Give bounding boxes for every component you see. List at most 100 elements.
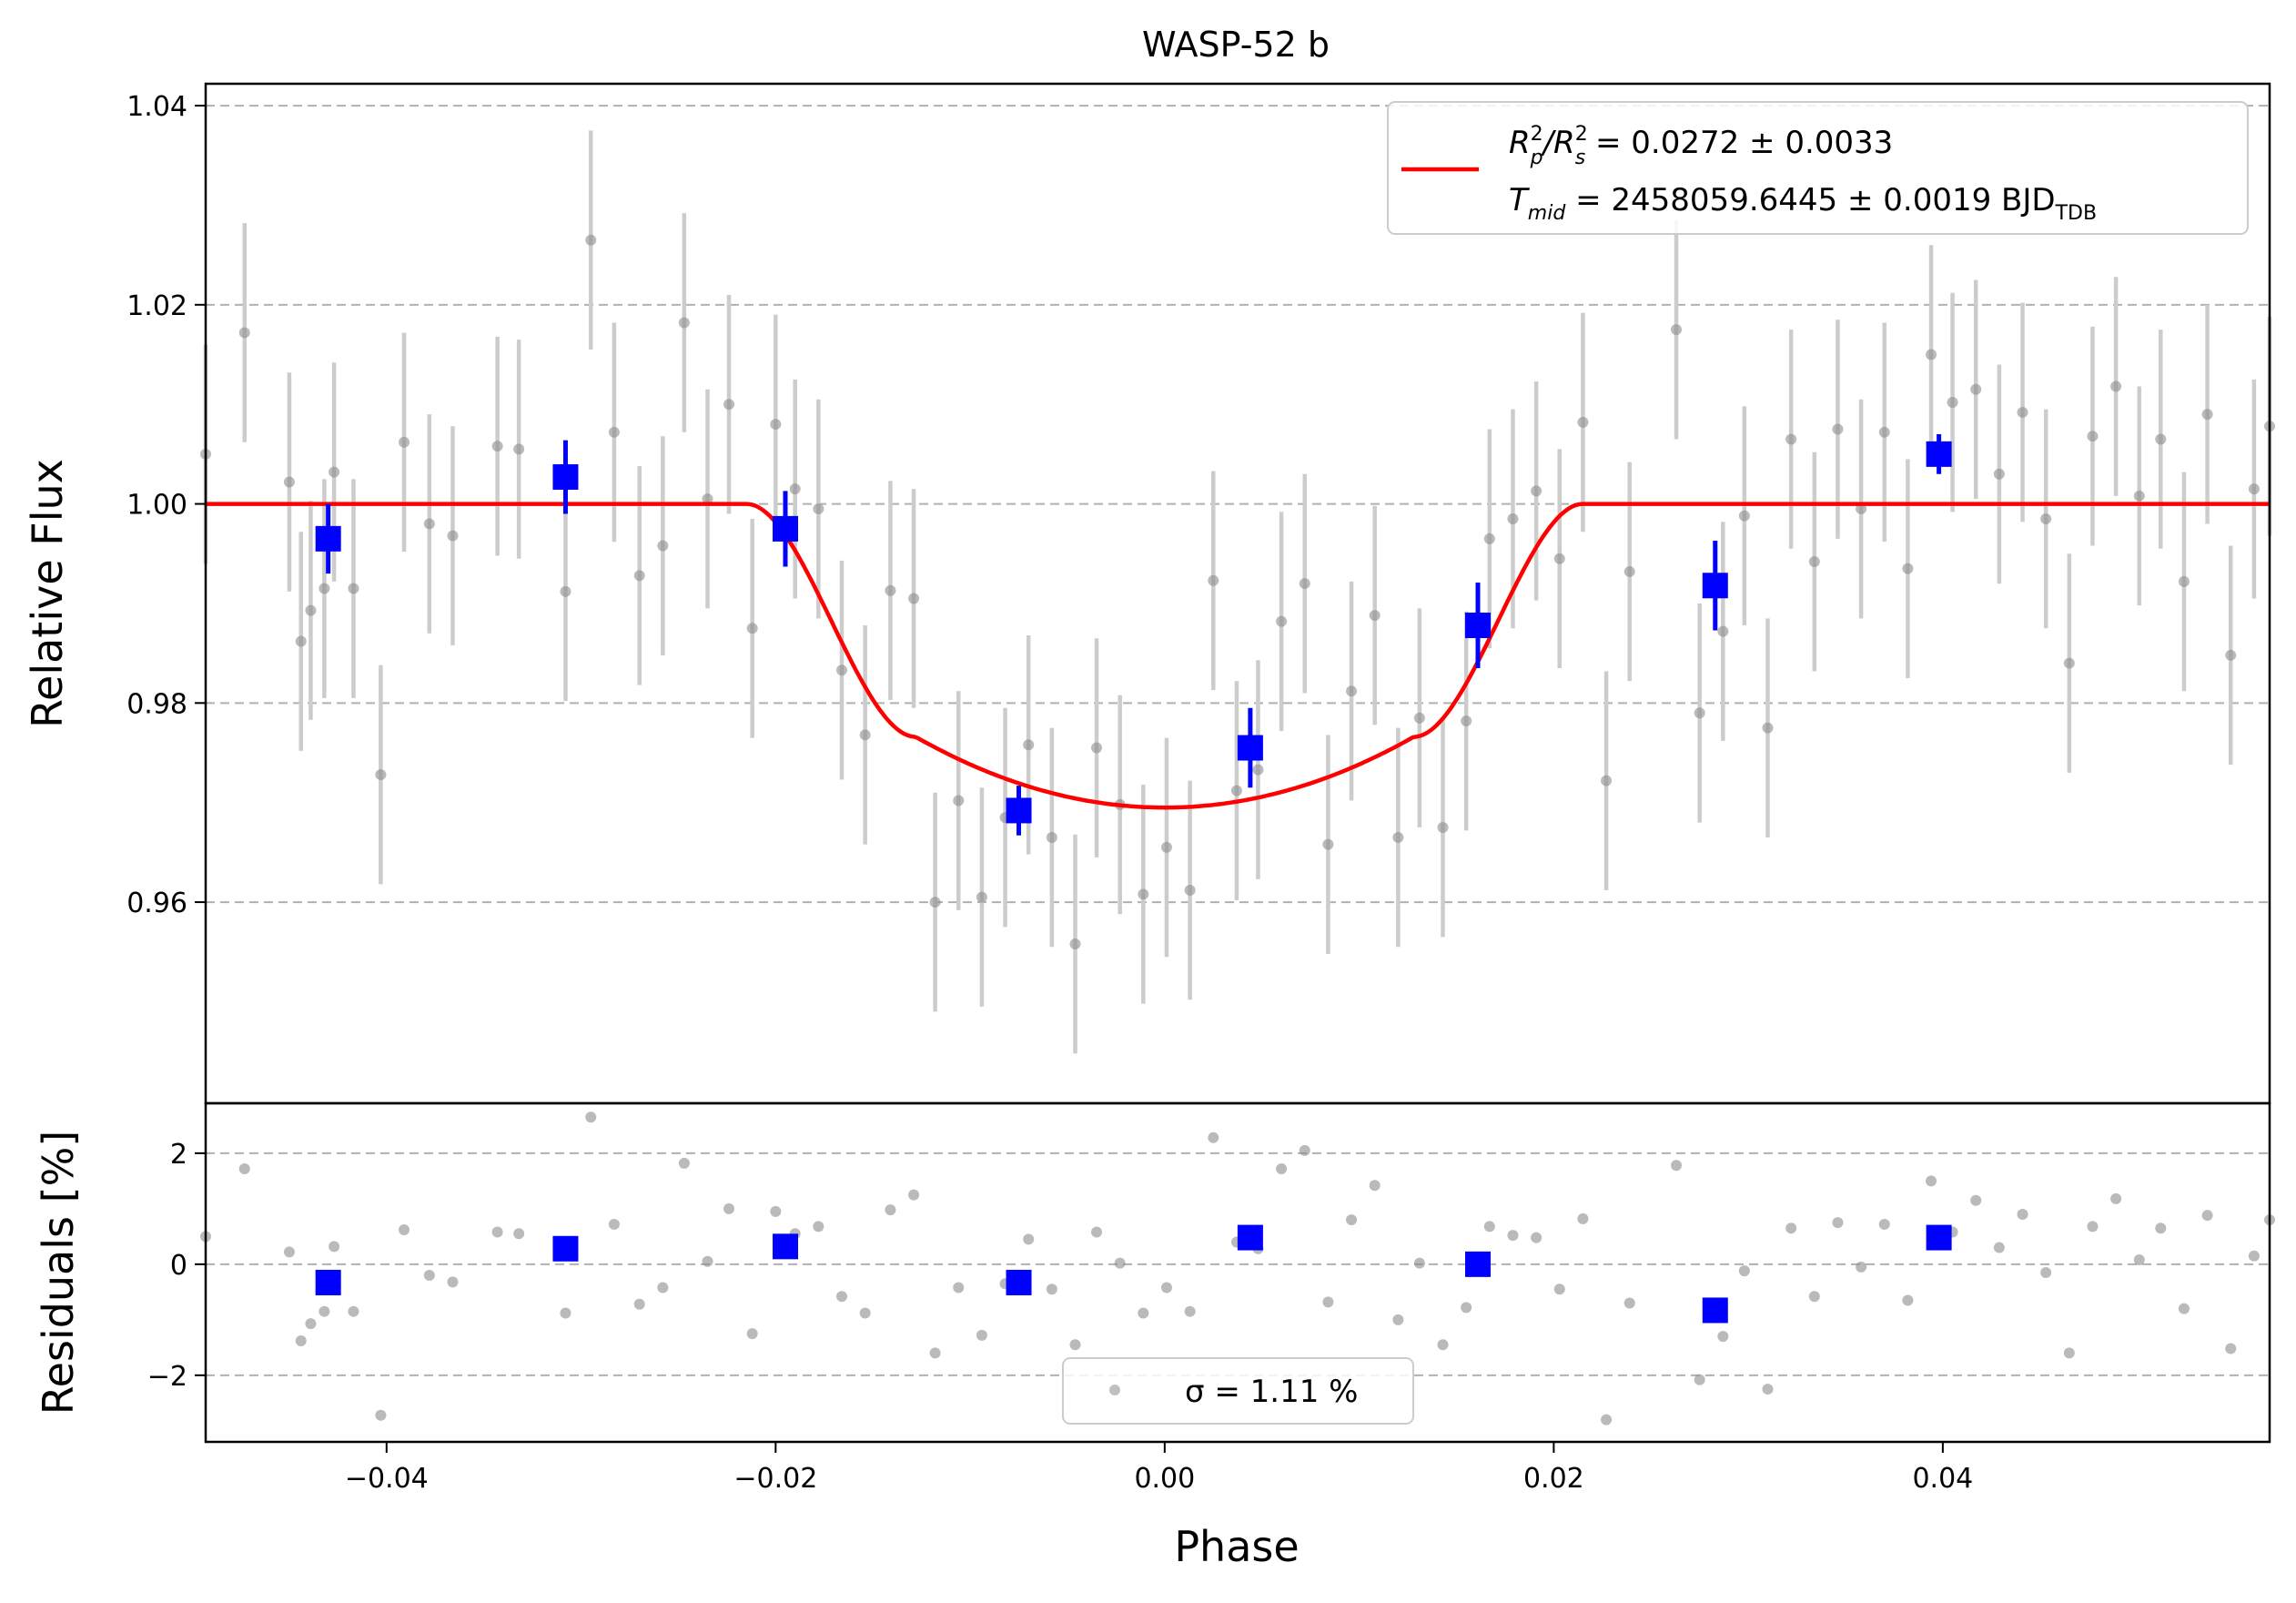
residual-point [1023, 1233, 1035, 1245]
raw-point [953, 795, 965, 807]
residual-point [1671, 1160, 1683, 1172]
top-binned-data [315, 434, 1952, 836]
residual-point [2248, 1250, 2260, 1262]
raw-point [1785, 433, 1797, 445]
binned-point [1926, 441, 1952, 467]
raw-point [585, 234, 597, 246]
raw-point [1299, 578, 1310, 590]
legend-line-tmid: Tmid = 2458059.6445 ± 0.0019 BJDTDB [1509, 182, 2097, 225]
residual-point [2040, 1267, 2052, 1278]
residual-point [399, 1224, 410, 1236]
raw-point [885, 584, 896, 596]
binned-point [315, 525, 341, 552]
raw-point [2248, 483, 2260, 495]
residual-point [423, 1270, 435, 1282]
raw-point [2110, 380, 2122, 392]
raw-point [746, 623, 758, 634]
raw-point [560, 585, 571, 597]
raw-point [1413, 712, 1425, 724]
raw-point [1762, 722, 1774, 734]
raw-point [1483, 533, 1495, 544]
raw-point [633, 570, 645, 582]
residual-point [908, 1189, 920, 1201]
residual-point [976, 1329, 987, 1341]
raw-point [1069, 938, 1081, 949]
residual-point [2201, 1210, 2213, 1222]
residual-point [2225, 1343, 2237, 1354]
raw-point [1091, 742, 1103, 754]
residual-point [2133, 1253, 2145, 1265]
raw-point [835, 665, 847, 676]
plot-title: WASP-52 b [1142, 25, 1330, 65]
top-y-axis-label: Relative Flux [23, 459, 72, 728]
raw-point [929, 897, 941, 908]
raw-point [1970, 383, 1982, 395]
top-y-ticks: 0.96 0.98 1.00 1.02 1.04 [126, 91, 206, 919]
residual-point [2178, 1303, 2190, 1314]
residual-point [1785, 1223, 1797, 1234]
raw-point [1738, 510, 1750, 522]
residual-point [885, 1204, 896, 1216]
raw-point [329, 466, 340, 478]
raw-point [2063, 657, 2075, 669]
residual-point [1322, 1296, 1334, 1308]
raw-point [1623, 565, 1635, 577]
residual-point [1926, 1175, 1937, 1187]
top-model-curve [206, 502, 2270, 810]
top-y-tick-label: 1.00 [126, 490, 187, 522]
raw-point [1322, 838, 1334, 850]
residual-point [1507, 1230, 1519, 1242]
raw-point [1856, 503, 1867, 515]
raw-point [1531, 485, 1542, 497]
residual-point [1138, 1307, 1149, 1319]
raw-point [2178, 575, 2190, 587]
residual-point [1717, 1331, 1729, 1343]
bottom-y-axis-label: Residuals [%] [34, 1131, 83, 1415]
raw-point [1902, 563, 1914, 574]
raw-point [348, 583, 359, 594]
residual-point [929, 1347, 941, 1359]
top-legend-box [1387, 101, 2249, 235]
bottom-y-tick-label: 0 [170, 1250, 187, 1282]
raw-point [399, 436, 410, 448]
raw-point [2155, 433, 2167, 445]
residual-point [1553, 1283, 1565, 1295]
raw-point [608, 426, 620, 438]
top-legend: R2 p/R2 s = 0.0272 ± 0.0033 Tmid = 2458059… [1387, 101, 2249, 235]
residual-point [2110, 1192, 2122, 1204]
raw-point [2225, 649, 2237, 661]
raw-point [513, 443, 525, 455]
raw-point [491, 441, 503, 452]
residual-point [2063, 1347, 2075, 1359]
x-axis-label: Phase [1174, 1522, 1299, 1571]
raw-point [1507, 512, 1519, 524]
residual-point [1902, 1294, 1914, 1306]
bottom-legend-sigma: σ = 1.11 % [1185, 1374, 1358, 1410]
residual-point [329, 1241, 340, 1253]
raw-point [2040, 512, 2052, 524]
raw-point [859, 729, 871, 741]
raw-point [1601, 775, 1613, 786]
residual-point [513, 1228, 525, 1240]
raw-point [723, 399, 735, 411]
residual-point [283, 1246, 295, 1258]
residual-point [1970, 1194, 1982, 1206]
raw-point [375, 769, 387, 781]
binned-point [1237, 735, 1263, 761]
raw-point [1577, 416, 1589, 428]
raw-point [447, 530, 459, 542]
top-y-tick-label: 1.02 [126, 290, 187, 322]
residual-point [608, 1218, 620, 1230]
binned-residual-point [1464, 1251, 1491, 1277]
binned-residual-point [315, 1269, 341, 1295]
model-curve-path [206, 502, 2270, 810]
raw-point [1808, 556, 1820, 567]
residual-point [702, 1255, 713, 1267]
residual-point [1299, 1144, 1310, 1156]
residual-point [1601, 1414, 1613, 1425]
binned-residual-point [552, 1235, 579, 1262]
raw-point [1276, 615, 1288, 627]
bottom-x-ticks: −0.04 −0.02 0.00 0.02 0.04 [345, 1442, 1973, 1495]
raw-point [1926, 349, 1937, 360]
residual-point [813, 1221, 824, 1233]
